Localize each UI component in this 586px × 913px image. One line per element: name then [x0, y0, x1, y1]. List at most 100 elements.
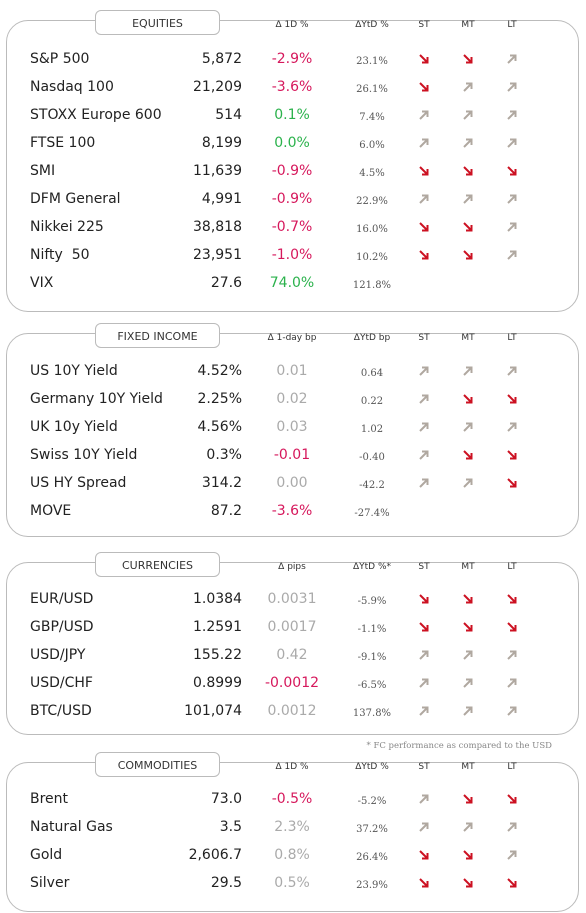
- row-ytd: 22.9%: [356, 196, 388, 207]
- trend-arrow: [463, 678, 473, 688]
- trend-arrow: [419, 678, 429, 688]
- row-ytd: 121.8%: [352, 280, 392, 291]
- row-value: 73.0: [210, 791, 242, 807]
- footnote: * FC performance as compared to the USD: [366, 741, 553, 751]
- trend-arrow: [463, 82, 473, 92]
- row-ytd: 16.0%: [356, 224, 388, 235]
- row-value: 3.5: [219, 819, 242, 835]
- row-value: 21,209: [193, 79, 242, 95]
- row-change: 0.00: [276, 475, 308, 491]
- trend-arrow: [507, 622, 517, 632]
- row-value: 11,639: [193, 163, 242, 179]
- row-change: -3.6%: [271, 503, 313, 519]
- row-value: 1.2591: [193, 619, 242, 635]
- column-header: ΔYtD %: [355, 762, 389, 772]
- trend-arrow: [463, 138, 473, 148]
- trend-arrow: [419, 450, 429, 460]
- column-header: ΔYtD %*: [352, 562, 392, 572]
- trend-arrow: [419, 394, 429, 404]
- trend-arrow: [507, 706, 517, 716]
- trend-arrow: [507, 850, 517, 860]
- row-ytd: 7.4%: [359, 112, 385, 123]
- row-ytd: 4.5%: [359, 168, 385, 179]
- row-value: 314.2: [201, 475, 242, 491]
- trend-arrow: [463, 54, 473, 64]
- row-ytd: -5.2%: [357, 796, 387, 807]
- row-value: 2.25%: [197, 391, 242, 407]
- section-title: EQUITIES: [95, 10, 220, 35]
- trend-arrow: [463, 706, 473, 716]
- row-ytd: 23.1%: [356, 56, 388, 67]
- row-value: 8,199: [201, 135, 242, 151]
- row-change: 74.0%: [269, 275, 315, 291]
- column-header: MT: [461, 562, 475, 572]
- row-value: 4,991: [201, 191, 242, 207]
- trend-arrow: [507, 138, 517, 148]
- row-name: GBP/USD: [30, 619, 94, 635]
- row-name: Nikkei 225: [30, 219, 104, 235]
- row-value: 514: [215, 107, 242, 123]
- row-ytd: 10.2%: [356, 252, 388, 263]
- trend-arrow: [419, 110, 429, 120]
- row-name: Nifty 50: [30, 247, 90, 263]
- section-title: COMMODITIES: [95, 752, 220, 777]
- trend-arrow: [507, 166, 517, 176]
- trend-arrow: [419, 650, 429, 660]
- column-header: ST: [418, 562, 430, 572]
- row-change: 0.02: [276, 391, 308, 407]
- row-value: 29.5: [210, 875, 242, 891]
- row-value: 23,951: [193, 247, 242, 263]
- trend-arrow: [463, 110, 473, 120]
- row-name: USD/CHF: [30, 675, 93, 691]
- column-header: Δ 1-day bp: [267, 333, 317, 343]
- row-ytd: -5.9%: [357, 596, 387, 607]
- trend-arrow: [419, 54, 429, 64]
- row-change: 0.01: [276, 363, 308, 379]
- trend-arrow: [419, 850, 429, 860]
- section-box: [6, 762, 579, 912]
- row-name: USD/JPY: [30, 647, 86, 663]
- column-header: MT: [461, 762, 475, 772]
- row-name: Natural Gas: [30, 819, 113, 835]
- trend-arrow: [419, 594, 429, 604]
- trend-arrow: [507, 366, 517, 376]
- row-ytd: -9.1%: [357, 652, 387, 663]
- trend-arrow: [507, 194, 517, 204]
- row-ytd: 137.8%: [352, 708, 392, 719]
- trend-arrow: [419, 138, 429, 148]
- row-change: 0.0031: [267, 591, 317, 607]
- section-box: [6, 562, 579, 735]
- column-header: Δ 1D %: [275, 762, 309, 772]
- trend-arrow: [507, 250, 517, 260]
- row-value: 101,074: [184, 703, 242, 719]
- trend-arrow: [463, 250, 473, 260]
- section-title: FIXED INCOME: [95, 323, 220, 348]
- trend-arrow: [419, 422, 429, 432]
- row-name: Silver: [30, 875, 70, 891]
- row-ytd: -1.1%: [357, 624, 387, 635]
- row-change: -0.7%: [271, 219, 313, 235]
- trend-arrow: [419, 878, 429, 888]
- trend-arrow: [507, 794, 517, 804]
- row-name: Gold: [30, 847, 63, 863]
- row-ytd: -0.40: [359, 452, 385, 463]
- trend-arrow: [507, 422, 517, 432]
- row-ytd: 0.64: [360, 368, 384, 379]
- trend-arrow: [463, 822, 473, 832]
- trend-arrow: [507, 478, 517, 488]
- row-change: 0.0%: [274, 135, 310, 151]
- trend-arrow: [507, 110, 517, 120]
- row-name: Swiss 10Y Yield: [30, 447, 138, 463]
- column-header: MT: [461, 20, 475, 30]
- row-change: 0.0012: [267, 703, 317, 719]
- trend-arrow: [463, 422, 473, 432]
- trend-arrow: [463, 594, 473, 604]
- row-change: -3.6%: [271, 79, 313, 95]
- section-box: [6, 333, 579, 537]
- trend-arrow: [463, 850, 473, 860]
- trend-arrow: [463, 222, 473, 232]
- row-ytd: 6.0%: [359, 140, 385, 151]
- row-ytd: 1.02: [360, 424, 384, 435]
- trend-arrow: [507, 822, 517, 832]
